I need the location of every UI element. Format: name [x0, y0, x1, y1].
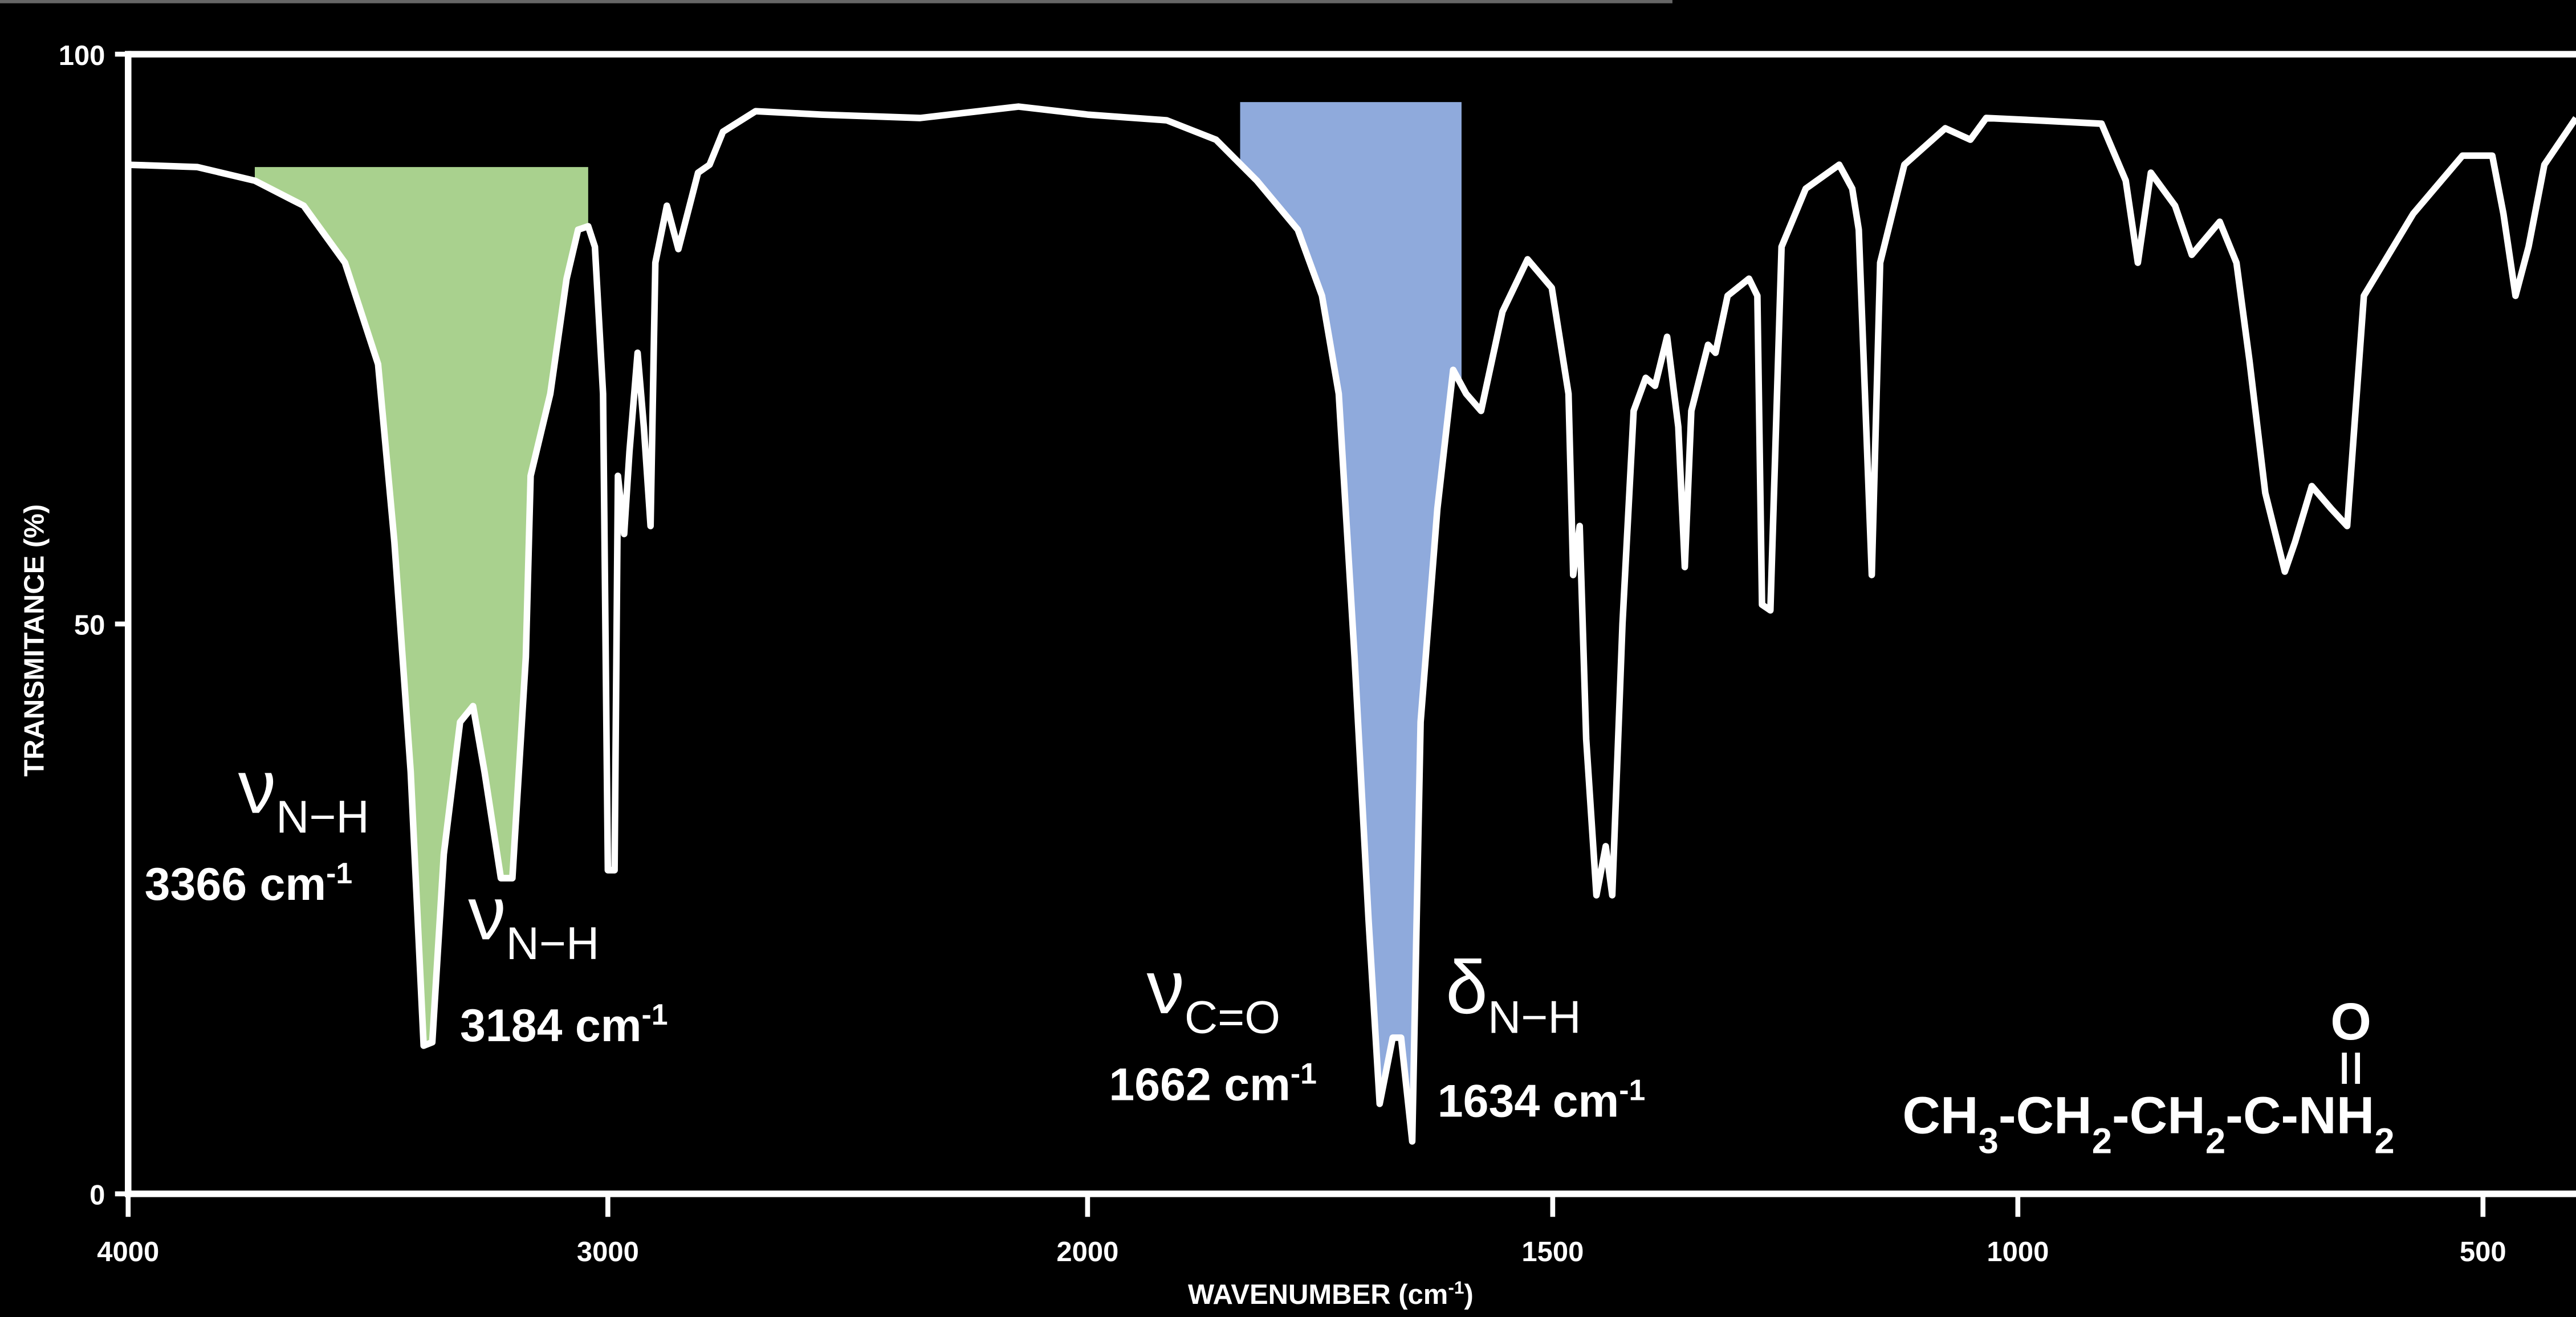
formula-subscript: 3 [1979, 1121, 1999, 1161]
y-tick-label: 0 [89, 1180, 105, 1211]
subscript: N−H [506, 918, 600, 969]
x-tick-label: 2000 [1056, 1237, 1118, 1267]
label: 1634 cm [1438, 1075, 1619, 1127]
formula-part: CH [1902, 1086, 1978, 1144]
annotation-label: 1634 cm-1 [1438, 1073, 1646, 1127]
formula-oxygen: O [2330, 992, 2371, 1051]
label: 3366 cm [145, 859, 327, 910]
formula-part: -NH [2281, 1086, 2374, 1144]
superscript: -1 [1291, 1057, 1317, 1090]
formula-subscript: 2 [2374, 1121, 2394, 1161]
x-axis-title-end: ) [1464, 1279, 1474, 1310]
formula-subscript: 2 [2092, 1121, 2112, 1161]
x-tick-label: 1000 [1987, 1237, 2049, 1267]
subscript: N−H [1488, 992, 1581, 1043]
formula-part: -CH [2112, 1086, 2205, 1144]
annotation-label: 1662 cm-1 [1109, 1057, 1317, 1111]
highlight-region [254, 167, 588, 1046]
symbol: δ [1446, 945, 1488, 1030]
plot [128, 103, 2576, 1145]
annotation-symbol: νC=O [1147, 945, 1280, 1043]
annotation-label: 3366 cm-1 [145, 857, 353, 910]
x-tick-label: 500 [2460, 1237, 2506, 1267]
symbol: ν [238, 745, 276, 829]
formula-part: -CH [1999, 1086, 2092, 1144]
annotation-symbol: νN−H [468, 871, 599, 969]
x-axis-title-sup: -1 [1448, 1277, 1464, 1298]
symbol: ν [468, 871, 506, 956]
label: 1662 cm [1109, 1059, 1291, 1111]
formula: CH3-CH2-CH2-C-NH2 [1902, 1086, 2394, 1161]
x-axis-title-main: WAVENUMBER (cm [1188, 1279, 1448, 1310]
x-tick-label: 4000 [97, 1237, 159, 1267]
y-tick-label: 50 [74, 610, 105, 641]
x-tick-label: 3000 [577, 1237, 639, 1267]
x-axis-title: WAVENUMBER (cm-1) [1188, 1277, 1474, 1310]
spectrum-line [128, 103, 2576, 1145]
subscript: N−H [276, 792, 369, 843]
formula-part: -C [2225, 1086, 2281, 1144]
y-axis-title: TRANSMITANCE (%) [19, 504, 50, 777]
formula-subscript: 2 [2205, 1121, 2225, 1161]
superscript: -1 [641, 998, 668, 1031]
superscript: -1 [1619, 1073, 1645, 1106]
subscript: C=O [1185, 992, 1280, 1043]
annotation-symbol: δN−H [1446, 945, 1581, 1043]
label: 3184 cm [460, 1000, 642, 1051]
annotation-label: 3184 cm-1 [460, 998, 668, 1051]
y-tick-label: 100 [59, 40, 105, 71]
x-tick-label: 1500 [1521, 1237, 1584, 1267]
highlights [254, 102, 1462, 1141]
superscript: -1 [326, 857, 352, 890]
annotation-symbol: νN−H [238, 745, 369, 843]
symbol: ν [1147, 945, 1185, 1030]
highlight-region [1240, 102, 1462, 1141]
